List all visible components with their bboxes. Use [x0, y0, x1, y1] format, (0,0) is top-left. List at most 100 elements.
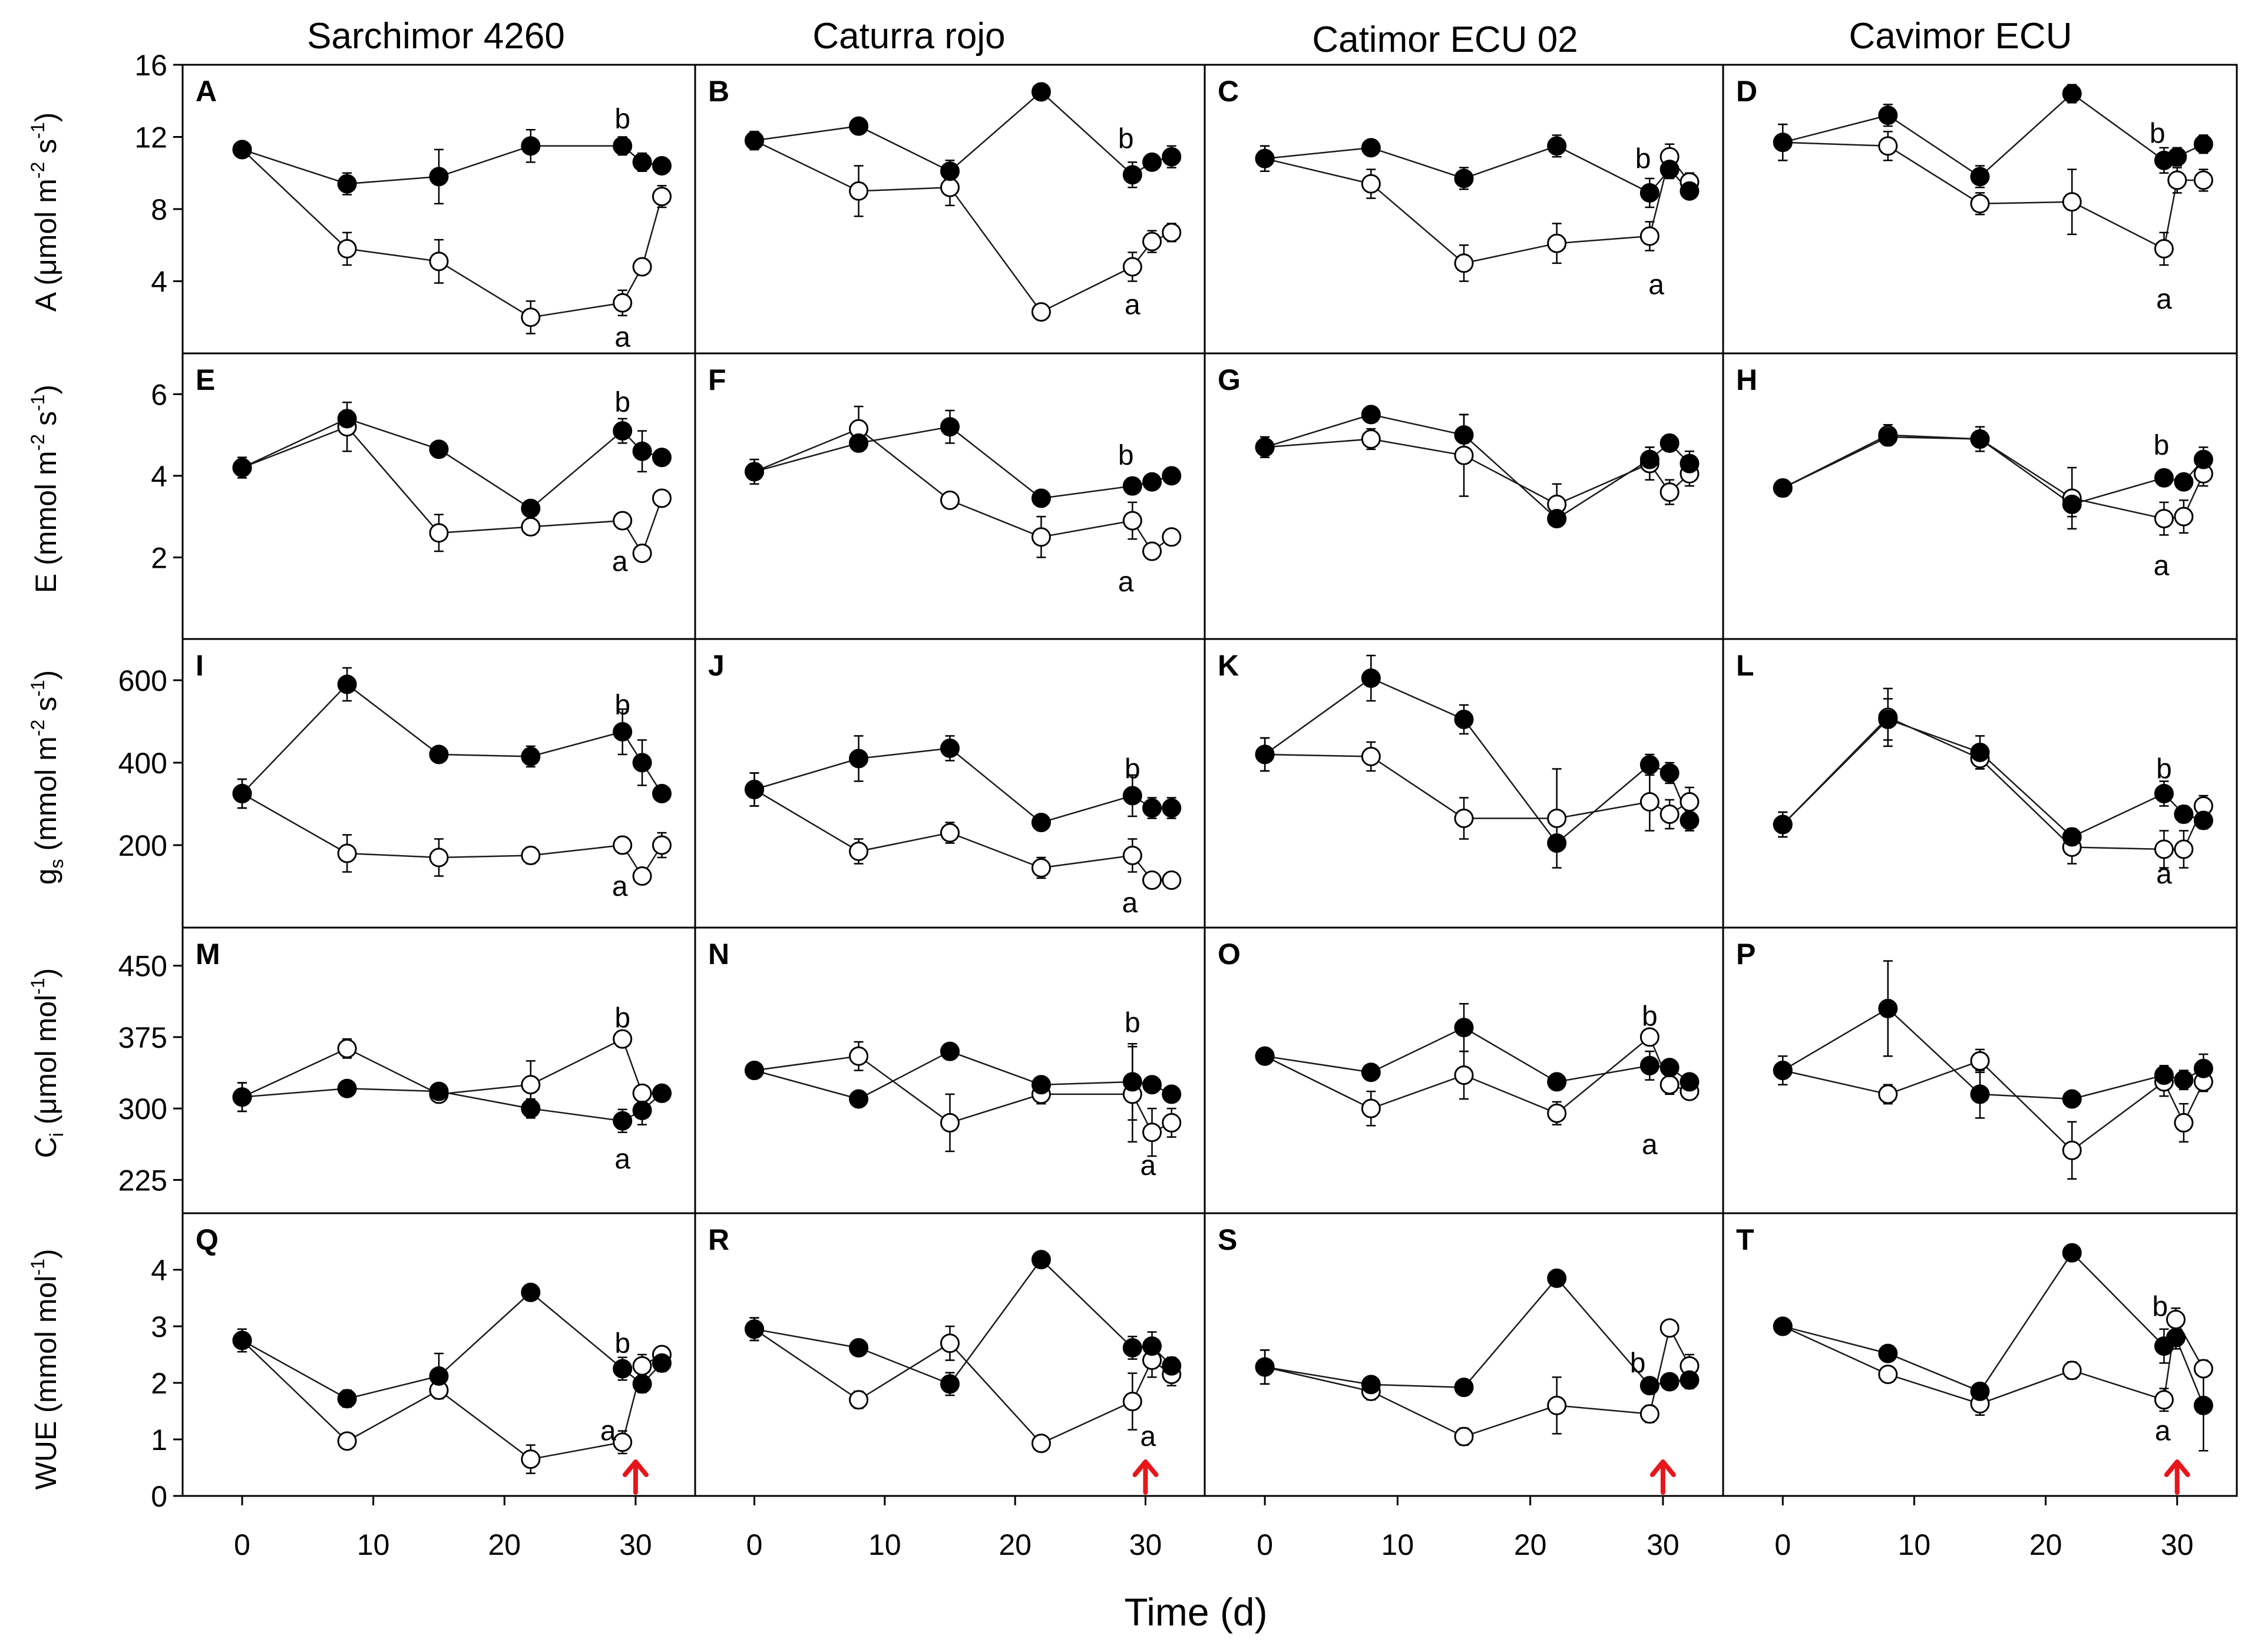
significance-label: a	[1140, 1421, 1156, 1452]
panel-letter: B	[708, 75, 729, 108]
point-treatment	[849, 1390, 869, 1410]
y-tick-label: 12	[134, 121, 167, 154]
significance-label: b	[614, 690, 630, 721]
point-treatment	[2154, 1390, 2174, 1410]
point-treatment	[1122, 846, 1142, 865]
point-control	[1031, 813, 1051, 832]
point-treatment	[1659, 805, 1680, 824]
y-tick-label: 375	[118, 1021, 167, 1054]
point-treatment	[337, 843, 357, 863]
point-treatment	[1454, 809, 1474, 828]
point-control	[1547, 136, 1567, 156]
point-control	[1122, 476, 1142, 496]
point-control	[1547, 1268, 1567, 1288]
point-control	[1122, 165, 1142, 185]
point-treatment	[1970, 1051, 1990, 1071]
point-control	[1361, 138, 1381, 158]
point-treatment	[2167, 170, 2187, 190]
point-control	[429, 744, 449, 764]
point-control	[1031, 82, 1051, 102]
x-tick-label: 10	[868, 1528, 901, 1561]
point-control	[1639, 1055, 1659, 1075]
point-treatment	[521, 517, 541, 537]
panel-m: M 225 300 375 450 b a	[118, 926, 696, 1214]
point-control	[1162, 147, 1182, 167]
point-control	[1639, 1376, 1659, 1396]
point-control	[1639, 755, 1659, 774]
significance-label: b	[1118, 440, 1134, 471]
point-control	[1659, 160, 1680, 180]
point-control	[1878, 1343, 1898, 1363]
point-control	[1547, 509, 1567, 529]
point-control	[1878, 710, 1898, 729]
red-arrow-head	[1132, 1459, 1159, 1477]
point-control	[1031, 1075, 1051, 1095]
point-treatment	[521, 1449, 541, 1469]
point-treatment	[613, 511, 633, 531]
point-control	[940, 161, 960, 181]
point-treatment	[849, 842, 869, 861]
point-treatment	[521, 1075, 541, 1095]
x-tick-label: 0	[234, 1528, 250, 1561]
significance-label: a	[614, 322, 630, 353]
point-treatment	[1142, 231, 1162, 251]
point-treatment	[652, 488, 672, 508]
point-treatment	[2062, 1140, 2082, 1160]
point-control	[429, 1081, 449, 1101]
ylabel-row-ci: Ci (μmol mol-1)	[27, 968, 67, 1158]
point-control	[1773, 133, 1793, 153]
x-axis-label: Time (d)	[1124, 1590, 1267, 1634]
point-control	[1970, 429, 1990, 449]
point-control	[652, 784, 672, 803]
x-tick-label: 10	[357, 1528, 390, 1561]
point-treatment	[1361, 174, 1381, 194]
point-treatment	[1878, 1084, 1898, 1104]
significance-label: b	[2156, 754, 2172, 785]
point-treatment	[1547, 1103, 1567, 1123]
point-control	[2154, 1065, 2174, 1085]
red-arrow-head	[622, 1459, 649, 1477]
point-control	[1680, 810, 1700, 830]
y-tick-label: 1	[151, 1423, 167, 1456]
y-tick-label: 200	[118, 829, 167, 862]
significance-label: a	[1140, 1150, 1156, 1181]
point-treatment	[521, 846, 541, 865]
point-control	[1970, 743, 1990, 762]
point-treatment	[1547, 809, 1567, 828]
significance-label: b	[1125, 754, 1140, 785]
point-treatment	[1639, 1027, 1659, 1047]
x-tick-label: 30	[1129, 1528, 1162, 1561]
ylabel-row-e: E (mmol m-2 s-1)	[27, 385, 62, 593]
significance-label: a	[614, 1144, 630, 1175]
point-control	[745, 131, 765, 151]
y-tick-label: 3	[151, 1310, 167, 1343]
point-treatment	[2062, 1360, 2082, 1380]
point-treatment	[1361, 747, 1381, 766]
significance-label: a	[612, 871, 628, 902]
significance-label: b	[614, 1003, 630, 1034]
point-treatment	[652, 187, 672, 207]
point-control	[1970, 167, 1990, 187]
point-treatment	[1547, 233, 1567, 253]
panel-letter: O	[1218, 938, 1241, 971]
panel-t: T 0 10 20 30 b a	[1722, 1212, 2238, 1561]
point-control	[652, 448, 672, 468]
point-treatment	[1162, 1113, 1182, 1133]
point-control	[632, 1100, 652, 1120]
panel-r: R 0 10 20 30 a	[694, 1212, 1206, 1561]
point-treatment	[1122, 1392, 1142, 1412]
point-control	[652, 156, 672, 176]
point-control	[521, 498, 541, 518]
point-treatment	[1361, 429, 1381, 449]
x-tick-label: 30	[2161, 1528, 2194, 1561]
point-control	[1142, 1075, 1162, 1095]
point-treatment	[429, 523, 449, 543]
point-treatment	[1122, 511, 1142, 531]
significance-label: a	[2154, 550, 2170, 581]
point-treatment	[1162, 527, 1182, 547]
point-control	[521, 747, 541, 766]
significance-label: b	[2154, 430, 2170, 461]
point-treatment	[940, 1333, 960, 1353]
significance-label: b	[1642, 1001, 1658, 1032]
